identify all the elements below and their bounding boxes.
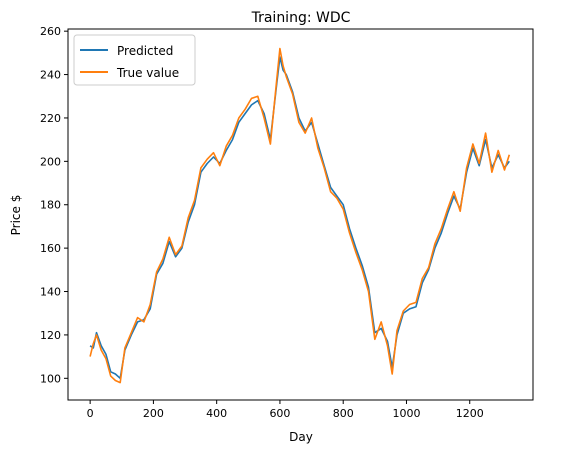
y-tick-label: 200 — [40, 155, 61, 168]
legend: Predicted True value — [73, 34, 196, 86]
series-lines — [89, 47, 511, 384]
y-axis: 100 120 140 160 180 200 220 240 260 — [40, 25, 68, 385]
x-tick-label: 1200 — [456, 407, 484, 420]
legend-label-true-value: True value — [116, 66, 179, 80]
y-tick-label: 180 — [40, 199, 61, 212]
x-axis-label: Day — [289, 430, 313, 444]
legend-label-predicted: Predicted — [117, 44, 173, 58]
x-tick-label: 600 — [269, 407, 290, 420]
x-tick-label: 400 — [206, 407, 227, 420]
plot-area — [67, 28, 534, 401]
y-tick-label: 240 — [40, 69, 61, 82]
x-tick-label: 1000 — [392, 407, 420, 420]
x-axis: 0 200 400 600 800 1000 1200 — [87, 400, 484, 420]
y-tick-label: 220 — [40, 112, 61, 125]
y-tick-label: 160 — [40, 242, 61, 255]
y-tick-label: 120 — [40, 329, 61, 342]
y-tick-label: 260 — [40, 25, 61, 38]
y-tick-label: 140 — [40, 286, 61, 299]
series-line-true-value — [89, 47, 511, 384]
series-line-predicted — [89, 56, 510, 380]
y-axis-label: Price $ — [9, 195, 23, 236]
y-tick-label: 100 — [40, 372, 61, 385]
chart-title: Training: WDC — [251, 10, 351, 26]
x-tick-label: 0 — [87, 407, 94, 420]
x-tick-label: 200 — [143, 407, 164, 420]
x-tick-label: 800 — [333, 407, 354, 420]
